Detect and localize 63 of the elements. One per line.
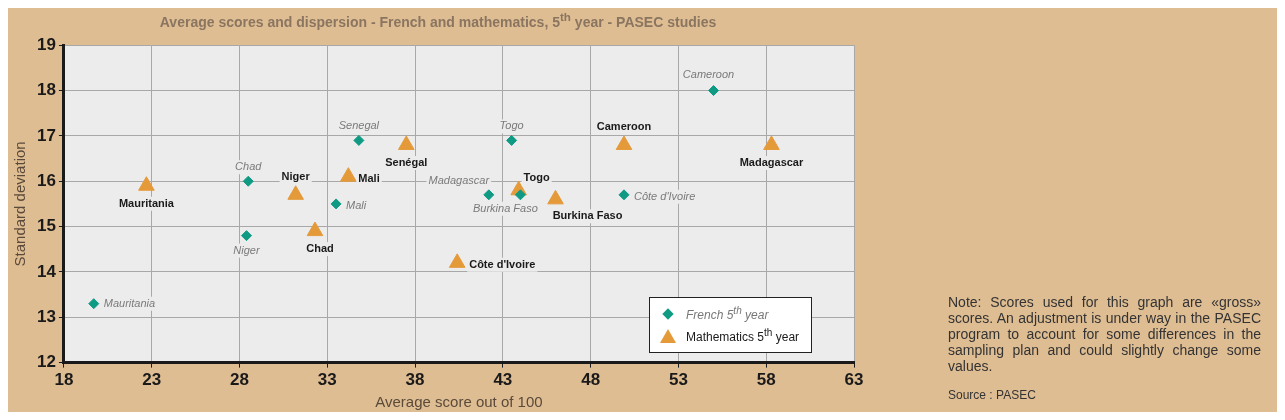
annotation: Cameroon xyxy=(682,67,735,80)
point xyxy=(353,134,365,146)
x-tick-label: 28 xyxy=(230,370,249,390)
x-tick-label: 43 xyxy=(493,370,513,390)
source-note: Source : PASEC xyxy=(948,388,1037,402)
annotation: Madagascar xyxy=(428,173,491,186)
annotation: Mauritania xyxy=(118,196,175,209)
point xyxy=(330,198,342,210)
x-tick-label: 38 xyxy=(405,370,425,390)
annotation: Côte d'Ivoire xyxy=(469,257,536,270)
point xyxy=(88,298,100,310)
y-tick-label: 15 xyxy=(36,216,56,236)
point xyxy=(138,176,155,191)
annotation: Niger xyxy=(281,169,311,182)
annotation: Chad xyxy=(235,160,263,173)
y-tick-label: 18 xyxy=(36,80,56,100)
point xyxy=(514,189,526,201)
point xyxy=(340,167,357,182)
annotation: Burkina Faso xyxy=(552,209,623,222)
y-axis-title: Standard deviation xyxy=(11,141,29,267)
annotation: Togo xyxy=(499,119,524,132)
x-axis-title: Average score out of 100 xyxy=(375,393,543,411)
annotation: Chad xyxy=(306,242,334,255)
legend-label: Mathematics 5$^{th}$ year xyxy=(686,327,800,345)
annotation: Burkina Faso xyxy=(473,201,538,214)
x-tick-label: 33 xyxy=(317,370,337,390)
annotation: Senégal xyxy=(385,155,428,168)
x-tick-label: 18 xyxy=(54,370,74,390)
point xyxy=(483,189,495,201)
point xyxy=(287,185,304,200)
annotation: Niger xyxy=(233,243,261,256)
x-tick-label: 53 xyxy=(668,370,688,390)
x-tick-label: 23 xyxy=(142,370,162,390)
x-tick-label: 63 xyxy=(844,370,864,390)
chart-title: Average scores and dispersion - French and mathematics, 5$^{th}$ year - PASEC studies xyxy=(158,9,718,32)
annotation: Togo xyxy=(523,171,550,184)
annotation: Mauritania xyxy=(103,296,156,309)
point xyxy=(547,189,564,205)
point xyxy=(618,189,630,201)
point xyxy=(763,135,780,150)
annotation: Cameroon xyxy=(596,119,652,132)
annotation: Senegal xyxy=(338,119,380,132)
point xyxy=(397,135,415,150)
point xyxy=(306,221,324,237)
point xyxy=(615,135,633,150)
y-tick-label: 13 xyxy=(36,306,56,326)
y-tick-label: 16 xyxy=(36,170,56,190)
annotation: Madagascar xyxy=(739,155,804,168)
point xyxy=(242,175,254,187)
x-tick-label: 58 xyxy=(756,370,776,390)
point xyxy=(241,230,253,242)
annotation: Côte d'Ivoire xyxy=(634,189,696,202)
text: Note: Scores used for this graph are «gross» scores. An adjustment is under way in the PASEC program to account for some differences in the sampling plan and could slightly change some values. xyxy=(948,294,1261,374)
y-tick-label: 19 xyxy=(36,34,56,54)
point xyxy=(448,253,466,268)
x-tick-label: 48 xyxy=(581,370,601,390)
annotation: Mali xyxy=(346,198,367,211)
point xyxy=(506,134,518,146)
legend-label: French 5$^{th}$ year xyxy=(686,305,769,323)
y-tick-label: 14 xyxy=(36,261,57,281)
y-tick-label: 12 xyxy=(36,352,56,372)
y-tick-label: 17 xyxy=(36,125,56,145)
annotation: Mali xyxy=(358,171,380,184)
